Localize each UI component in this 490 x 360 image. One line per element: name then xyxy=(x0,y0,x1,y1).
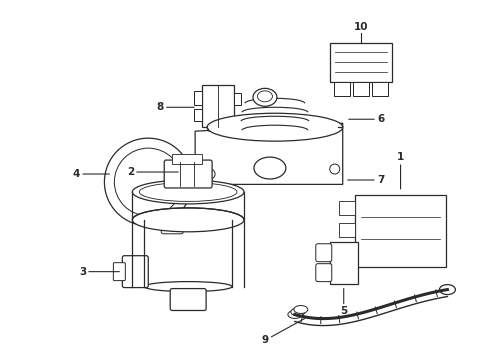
Ellipse shape xyxy=(291,308,305,316)
Bar xyxy=(330,42,392,82)
Text: 3: 3 xyxy=(79,267,120,276)
Text: 5: 5 xyxy=(340,289,347,316)
Bar xyxy=(202,85,234,127)
Bar xyxy=(339,223,355,237)
Polygon shape xyxy=(195,123,343,184)
FancyBboxPatch shape xyxy=(316,244,332,262)
FancyBboxPatch shape xyxy=(164,160,212,188)
Text: 6: 6 xyxy=(349,114,384,124)
FancyBboxPatch shape xyxy=(316,264,332,282)
Text: 8: 8 xyxy=(157,102,194,112)
Bar xyxy=(234,93,241,105)
Circle shape xyxy=(104,138,192,226)
Ellipse shape xyxy=(132,180,244,204)
Text: 2: 2 xyxy=(127,167,178,177)
Text: 7: 7 xyxy=(348,175,384,185)
Bar xyxy=(355,195,446,267)
Bar xyxy=(371,82,388,96)
Bar xyxy=(334,82,350,96)
Text: 1: 1 xyxy=(397,152,404,189)
Ellipse shape xyxy=(144,282,232,292)
Ellipse shape xyxy=(288,310,302,319)
Bar xyxy=(353,82,368,96)
Ellipse shape xyxy=(139,183,237,201)
Bar xyxy=(339,201,355,215)
FancyBboxPatch shape xyxy=(170,289,206,310)
FancyBboxPatch shape xyxy=(122,256,148,288)
FancyBboxPatch shape xyxy=(113,263,125,280)
Ellipse shape xyxy=(207,113,343,141)
Text: 10: 10 xyxy=(353,22,368,32)
Bar xyxy=(330,242,358,284)
Bar xyxy=(339,245,355,259)
Bar xyxy=(194,109,202,121)
Circle shape xyxy=(205,169,215,179)
Circle shape xyxy=(114,148,182,216)
Ellipse shape xyxy=(254,157,286,179)
Ellipse shape xyxy=(253,88,277,106)
Circle shape xyxy=(330,164,340,174)
Ellipse shape xyxy=(294,306,308,314)
Bar xyxy=(172,154,202,164)
Bar xyxy=(194,91,202,105)
Ellipse shape xyxy=(257,91,272,102)
Text: 4: 4 xyxy=(73,169,109,179)
Ellipse shape xyxy=(440,285,455,294)
FancyBboxPatch shape xyxy=(161,216,183,234)
Ellipse shape xyxy=(132,208,244,232)
Text: 9: 9 xyxy=(261,319,305,345)
